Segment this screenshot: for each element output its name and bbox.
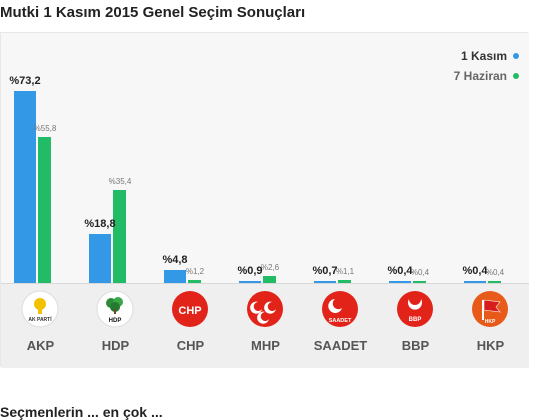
legend-label: 7 Haziran	[453, 69, 507, 83]
bar-mhp-7-haziran[interactable]	[263, 276, 276, 283]
data-label-saadet-7-haziran: %1,1	[335, 267, 355, 277]
svg-text:CHP: CHP	[178, 305, 201, 317]
bar-hdp-7-haziran[interactable]	[113, 190, 126, 283]
hdp-logo-icon: HDP	[96, 290, 134, 328]
party-name-label: HKP	[476, 338, 505, 353]
mhp-logo-icon	[246, 290, 284, 328]
party-name-label: AKP	[26, 338, 55, 353]
plot-area: 1 Kasım 7 Haziran %73,2 %55,8 %18,8 %35,4 %4…	[1, 33, 529, 283]
data-label-akp-1-kasim: %73,2	[9, 75, 41, 87]
data-label-hkp-7-haziran: %0,4	[485, 268, 505, 277]
data-label-bbp-7-haziran: %0,4	[410, 268, 430, 277]
svg-text:BBP: BBP	[409, 317, 422, 323]
bar-bbp-7-haziran[interactable]	[413, 281, 426, 283]
data-label-hdp-7-haziran: %35,4	[108, 177, 132, 187]
svg-text:HDP: HDP	[109, 318, 122, 324]
party-name-label: SAADET	[313, 338, 368, 353]
bar-saadet-7-haziran[interactable]	[338, 280, 351, 283]
svg-text:HKP: HKP	[485, 319, 496, 325]
party-name-label: BBP	[401, 338, 430, 353]
legend-swatch	[513, 73, 519, 79]
svg-text:SAADET: SAADET	[329, 318, 352, 324]
legend-label: 1 Kasım	[460, 49, 507, 63]
legend-item-7-haziran[interactable]: 7 Haziran	[454, 69, 519, 83]
footer-heading: Seçmenlerin ... en çok ...	[0, 404, 163, 420]
bar-hkp-7-haziran[interactable]	[488, 281, 501, 283]
bar-akp-7-haziran[interactable]	[38, 136, 51, 283]
bar-hdp-1-kasim[interactable]	[89, 233, 111, 283]
data-label-chp-1-kasim: %4,8	[162, 254, 188, 267]
data-label-hdp-1-kasim: %18,8	[84, 217, 116, 230]
bar-mhp-1-kasim[interactable]	[239, 280, 261, 283]
party-name-label: MHP	[251, 338, 280, 353]
bar-chp-7-haziran[interactable]	[188, 279, 201, 283]
chp-logo-icon: CHP	[171, 290, 209, 328]
svg-text:AK PARTİ: AK PARTİ	[28, 316, 52, 323]
chart-panel: 1 Kasım 7 Haziran %73,2 %55,8 %18,8 %35,4 %4…	[0, 32, 529, 368]
party-name-label: CHP	[176, 338, 205, 353]
bar-akp-1-kasim[interactable]	[14, 91, 36, 283]
party-name-label: HDP	[101, 338, 130, 353]
bar-chp-1-kasim[interactable]	[164, 270, 186, 283]
data-label-chp-7-haziran: %1,2	[185, 266, 205, 276]
legend-item-1-kasim[interactable]: 1 Kasım	[454, 49, 519, 63]
akp-logo-icon: AK PARTİ	[21, 290, 59, 328]
hkp-logo-icon: HKP	[471, 290, 509, 328]
legend-swatch	[513, 53, 519, 59]
data-label-bbp-1-kasim: %0,4	[387, 265, 413, 277]
bar-bbp-1-kasim[interactable]	[389, 281, 411, 283]
page-title: Mutki 1 Kasım 2015 Genel Seçim Sonuçları	[0, 4, 306, 21]
legend: 1 Kasım 7 Haziran	[454, 49, 519, 89]
bar-hkp-1-kasim[interactable]	[464, 281, 486, 283]
data-label-saadet-1-kasim: %0,7	[312, 265, 338, 277]
baseline	[1, 283, 529, 284]
data-label-mhp-1-kasim: %0,9	[237, 264, 263, 277]
data-label-hkp-1-kasim: %0,4	[462, 265, 488, 277]
data-label-mhp-7-haziran: %2,6	[260, 263, 280, 273]
data-label-akp-7-haziran: %55,8	[33, 123, 57, 133]
bbp-logo-icon: BBP	[396, 290, 434, 328]
saadet-logo-icon: SAADET	[321, 290, 359, 328]
bar-saadet-1-kasim[interactable]	[314, 281, 336, 283]
